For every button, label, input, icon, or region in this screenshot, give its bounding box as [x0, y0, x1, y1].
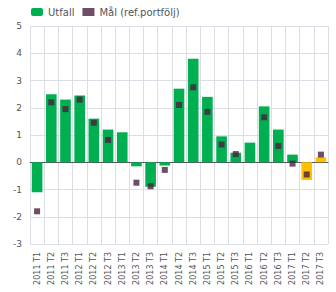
svg-text:2016 T3: 2016 T3 [274, 252, 283, 285]
svg-text:2015 T3: 2015 T3 [231, 252, 240, 285]
svg-text:2015 T2: 2015 T2 [217, 252, 226, 285]
svg-text:2013 T2: 2013 T2 [132, 252, 141, 285]
svg-text:2014 T1: 2014 T1 [160, 252, 169, 285]
svg-text:-3: -3 [13, 239, 22, 249]
svg-text:3: 3 [16, 76, 22, 86]
svg-text:2013 T1: 2013 T1 [118, 252, 127, 285]
svg-text:2013 T3: 2013 T3 [146, 252, 155, 285]
svg-text:0: 0 [16, 157, 22, 167]
svg-text:2011 T2: 2011 T2 [47, 252, 56, 285]
svg-text:2012 T3: 2012 T3 [104, 252, 113, 285]
svg-text:2016 T1: 2016 T1 [245, 252, 254, 285]
svg-text:2014 T3: 2014 T3 [189, 252, 198, 285]
svg-text:-2: -2 [13, 212, 22, 222]
svg-text:2012 T2: 2012 T2 [89, 252, 98, 285]
svg-text:2015 T1: 2015 T1 [203, 252, 212, 285]
svg-text:2016 T2: 2016 T2 [260, 252, 269, 285]
svg-text:5: 5 [16, 21, 22, 31]
svg-text:2017 T1: 2017 T1 [288, 252, 297, 285]
svg-text:2011 T1: 2011 T1 [33, 252, 42, 285]
svg-text:2017 T3: 2017 T3 [316, 252, 325, 285]
svg-text:2012 T1: 2012 T1 [75, 252, 84, 285]
svg-text:2017 T2: 2017 T2 [302, 252, 311, 285]
svg-text:4: 4 [16, 48, 22, 58]
svg-text:2: 2 [16, 103, 22, 113]
svg-text:2014 T2: 2014 T2 [175, 252, 184, 285]
svg-text:Utfall: Utfall [48, 7, 74, 18]
svg-text:2011 T3: 2011 T3 [61, 252, 70, 285]
svg-text:1: 1 [16, 130, 22, 140]
svg-text:-1: -1 [13, 185, 22, 195]
svg-text:Mål (ref.portfölj): Mål (ref.portfölj) [99, 6, 179, 18]
